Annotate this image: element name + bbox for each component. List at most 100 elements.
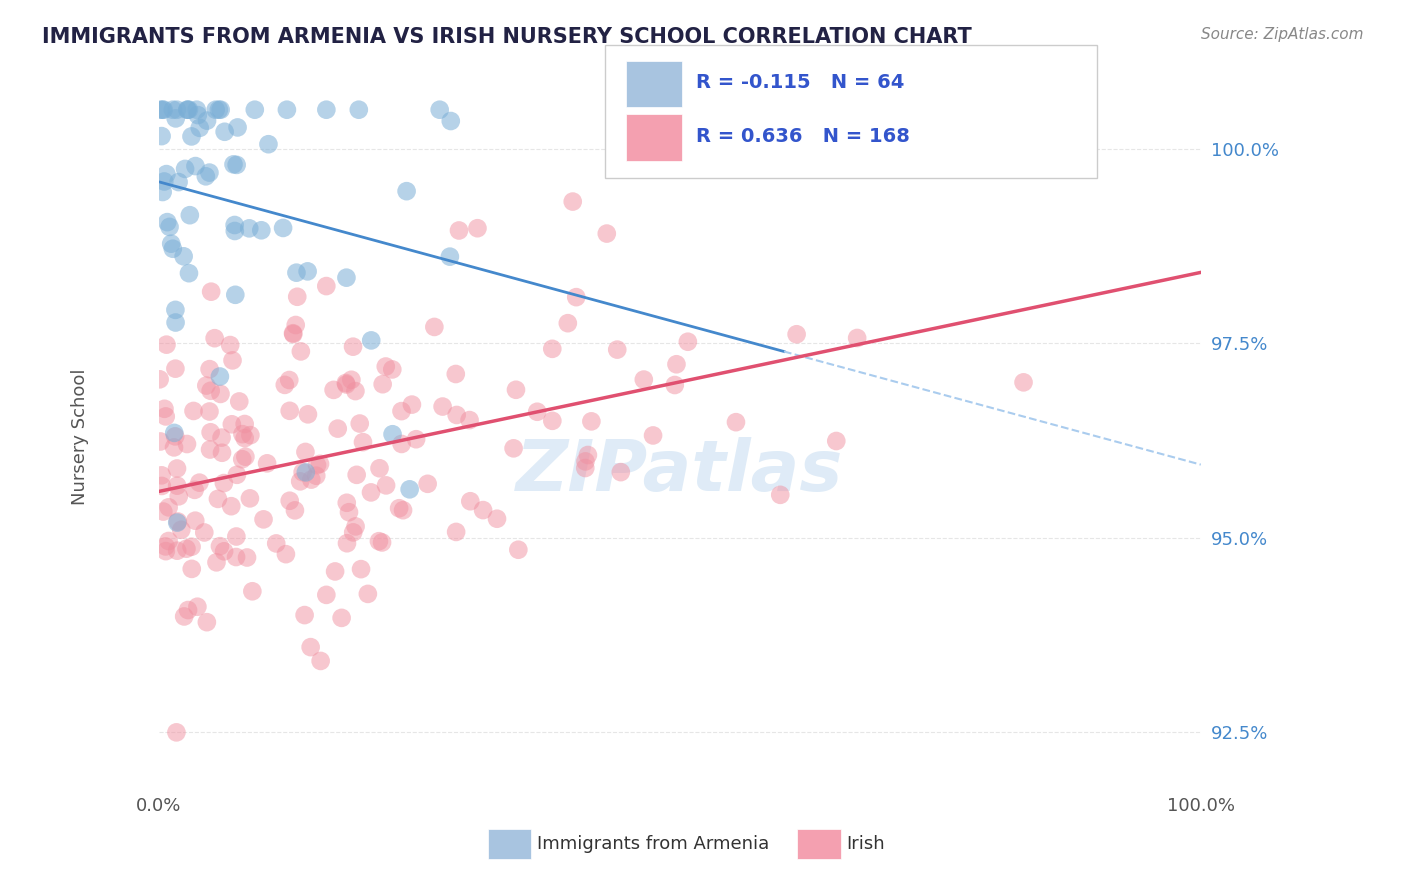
Point <box>162 242 184 256</box>
Text: Irish: Irish <box>846 835 884 853</box>
Point <box>187 108 209 122</box>
Point <box>294 608 316 623</box>
Point <box>225 549 247 564</box>
Point <box>294 445 316 459</box>
Point <box>283 327 305 342</box>
Point <box>467 221 489 235</box>
Point <box>179 208 201 222</box>
Point <box>606 343 628 357</box>
Point <box>284 503 307 517</box>
Point <box>375 478 398 492</box>
Point <box>391 437 413 451</box>
Point <box>342 340 364 354</box>
Point <box>195 378 218 392</box>
Point <box>150 479 173 493</box>
Point <box>541 342 564 356</box>
Point <box>439 250 461 264</box>
Point <box>315 279 337 293</box>
Point <box>391 404 413 418</box>
Point <box>238 221 260 235</box>
Point <box>381 427 404 442</box>
Point <box>288 475 311 489</box>
Point <box>165 302 187 317</box>
Point <box>444 367 467 381</box>
Point <box>166 461 188 475</box>
Point <box>315 103 337 117</box>
Point <box>155 544 177 558</box>
Point <box>581 414 603 428</box>
Point <box>309 654 332 668</box>
Point <box>416 476 439 491</box>
Point <box>198 165 221 179</box>
Point <box>165 112 187 126</box>
Point <box>165 361 187 376</box>
Point <box>388 501 411 516</box>
Point <box>1012 376 1035 390</box>
Point <box>180 562 202 576</box>
Point <box>165 429 187 443</box>
Point <box>226 120 249 135</box>
Point <box>176 437 198 451</box>
Point <box>315 588 337 602</box>
Point <box>240 584 263 599</box>
Point <box>165 316 187 330</box>
Point <box>231 452 253 467</box>
Point <box>574 454 596 468</box>
Point <box>198 442 221 457</box>
Point <box>177 103 200 117</box>
Point <box>460 494 482 508</box>
Point <box>183 404 205 418</box>
Point <box>347 103 370 117</box>
Point <box>395 184 418 198</box>
Point <box>374 359 396 374</box>
Point <box>574 461 596 475</box>
Point <box>352 435 374 450</box>
Point <box>297 407 319 421</box>
Point <box>274 377 297 392</box>
Point <box>440 114 463 128</box>
Point <box>163 441 186 455</box>
Point <box>194 169 217 184</box>
Point <box>676 334 699 349</box>
Y-axis label: Nursery School: Nursery School <box>72 368 89 505</box>
Point <box>825 434 848 448</box>
Point <box>209 387 232 401</box>
Point <box>208 369 231 384</box>
Point <box>167 515 190 529</box>
Point <box>157 534 180 549</box>
Point <box>233 417 256 431</box>
Point <box>368 461 391 475</box>
Point <box>557 316 579 330</box>
Point <box>225 158 247 172</box>
Point <box>429 103 451 117</box>
Point <box>176 541 198 556</box>
Point <box>278 404 301 418</box>
Text: R = -0.115   N = 64: R = -0.115 N = 64 <box>696 73 904 93</box>
Point <box>173 249 195 263</box>
Point <box>299 640 322 654</box>
Point <box>330 611 353 625</box>
Point <box>371 535 394 549</box>
Point <box>224 218 246 232</box>
Point <box>204 103 226 117</box>
Point <box>264 536 287 550</box>
Point <box>641 428 664 442</box>
Point <box>458 413 481 427</box>
Point <box>446 408 468 422</box>
Point <box>211 446 233 460</box>
Point <box>200 384 222 398</box>
Point <box>297 264 319 278</box>
Point <box>505 383 527 397</box>
Point <box>485 512 508 526</box>
Point <box>596 227 619 241</box>
Point <box>153 174 176 188</box>
Point <box>278 373 301 387</box>
Point <box>252 512 274 526</box>
Point <box>207 491 229 506</box>
Point <box>180 540 202 554</box>
Point <box>163 425 186 440</box>
Point <box>401 398 423 412</box>
Point <box>157 500 180 515</box>
Point <box>610 465 633 479</box>
Point <box>225 529 247 543</box>
